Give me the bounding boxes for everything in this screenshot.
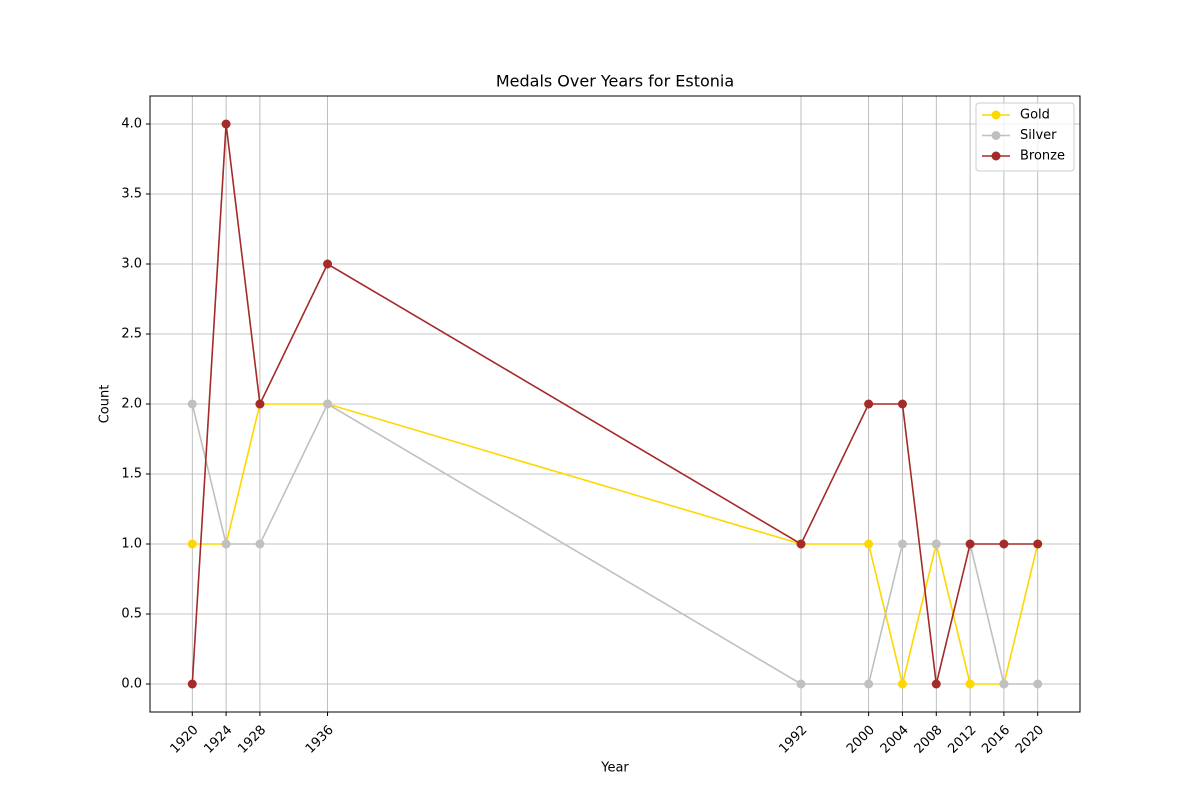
x-tick-label: 2004 bbox=[878, 723, 912, 757]
y-axis-label: Count bbox=[98, 385, 113, 424]
y-tick-label: 2.5 bbox=[121, 327, 142, 342]
legend-marker bbox=[991, 110, 1001, 120]
point bbox=[323, 259, 333, 269]
plot-frame bbox=[149, 95, 1081, 713]
x-tick-label: 1936 bbox=[303, 723, 337, 757]
point bbox=[187, 539, 197, 549]
legend-marker bbox=[991, 151, 1001, 161]
legend-label: Bronze bbox=[1020, 149, 1065, 164]
x-tick-label: 1924 bbox=[201, 723, 235, 757]
point bbox=[864, 679, 874, 689]
point bbox=[999, 539, 1009, 549]
point bbox=[187, 679, 197, 689]
point bbox=[323, 399, 333, 409]
y-tick-label: 1.5 bbox=[121, 467, 142, 482]
x-tick-label: 2012 bbox=[945, 723, 979, 757]
point bbox=[221, 119, 231, 129]
point bbox=[864, 399, 874, 409]
x-tick-label: 1920 bbox=[168, 723, 202, 757]
x-tick-label: 2016 bbox=[979, 723, 1013, 757]
x-axis-label: Year bbox=[600, 761, 629, 776]
point bbox=[897, 399, 907, 409]
y-tick-label: 3.0 bbox=[121, 257, 142, 272]
x-tick-label: 1992 bbox=[776, 723, 810, 757]
legend-label: Gold bbox=[1020, 108, 1050, 123]
point bbox=[864, 539, 874, 549]
y-tick-label: 3.5 bbox=[121, 187, 142, 202]
point bbox=[796, 679, 806, 689]
point bbox=[221, 539, 231, 549]
point bbox=[931, 679, 941, 689]
legend-label: Silver bbox=[1020, 128, 1057, 143]
point bbox=[897, 679, 907, 689]
y-tick-label: 0.5 bbox=[121, 607, 142, 622]
x-tick-label: 2020 bbox=[1013, 723, 1047, 757]
point bbox=[255, 399, 265, 409]
point bbox=[999, 679, 1009, 689]
y-tick-label: 0.0 bbox=[121, 677, 142, 692]
point bbox=[255, 539, 265, 549]
legend-box bbox=[975, 102, 1075, 172]
x-tick-label: 2000 bbox=[844, 723, 878, 757]
chart-title: Medals Over Years for Estonia bbox=[496, 72, 734, 91]
x-tick-label: 2008 bbox=[912, 723, 946, 757]
y-tick-label: 2.0 bbox=[121, 397, 142, 412]
x-tick-label: 1928 bbox=[235, 723, 269, 757]
point bbox=[796, 539, 806, 549]
legend-marker bbox=[991, 131, 1001, 140]
y-tick-label: 4.0 bbox=[121, 117, 142, 132]
point bbox=[1033, 539, 1043, 549]
point bbox=[897, 539, 907, 549]
point bbox=[965, 539, 975, 549]
point bbox=[187, 399, 197, 409]
y-tick-label: 1.0 bbox=[121, 537, 142, 552]
point bbox=[1033, 679, 1043, 689]
point bbox=[965, 679, 975, 689]
point bbox=[931, 539, 941, 549]
